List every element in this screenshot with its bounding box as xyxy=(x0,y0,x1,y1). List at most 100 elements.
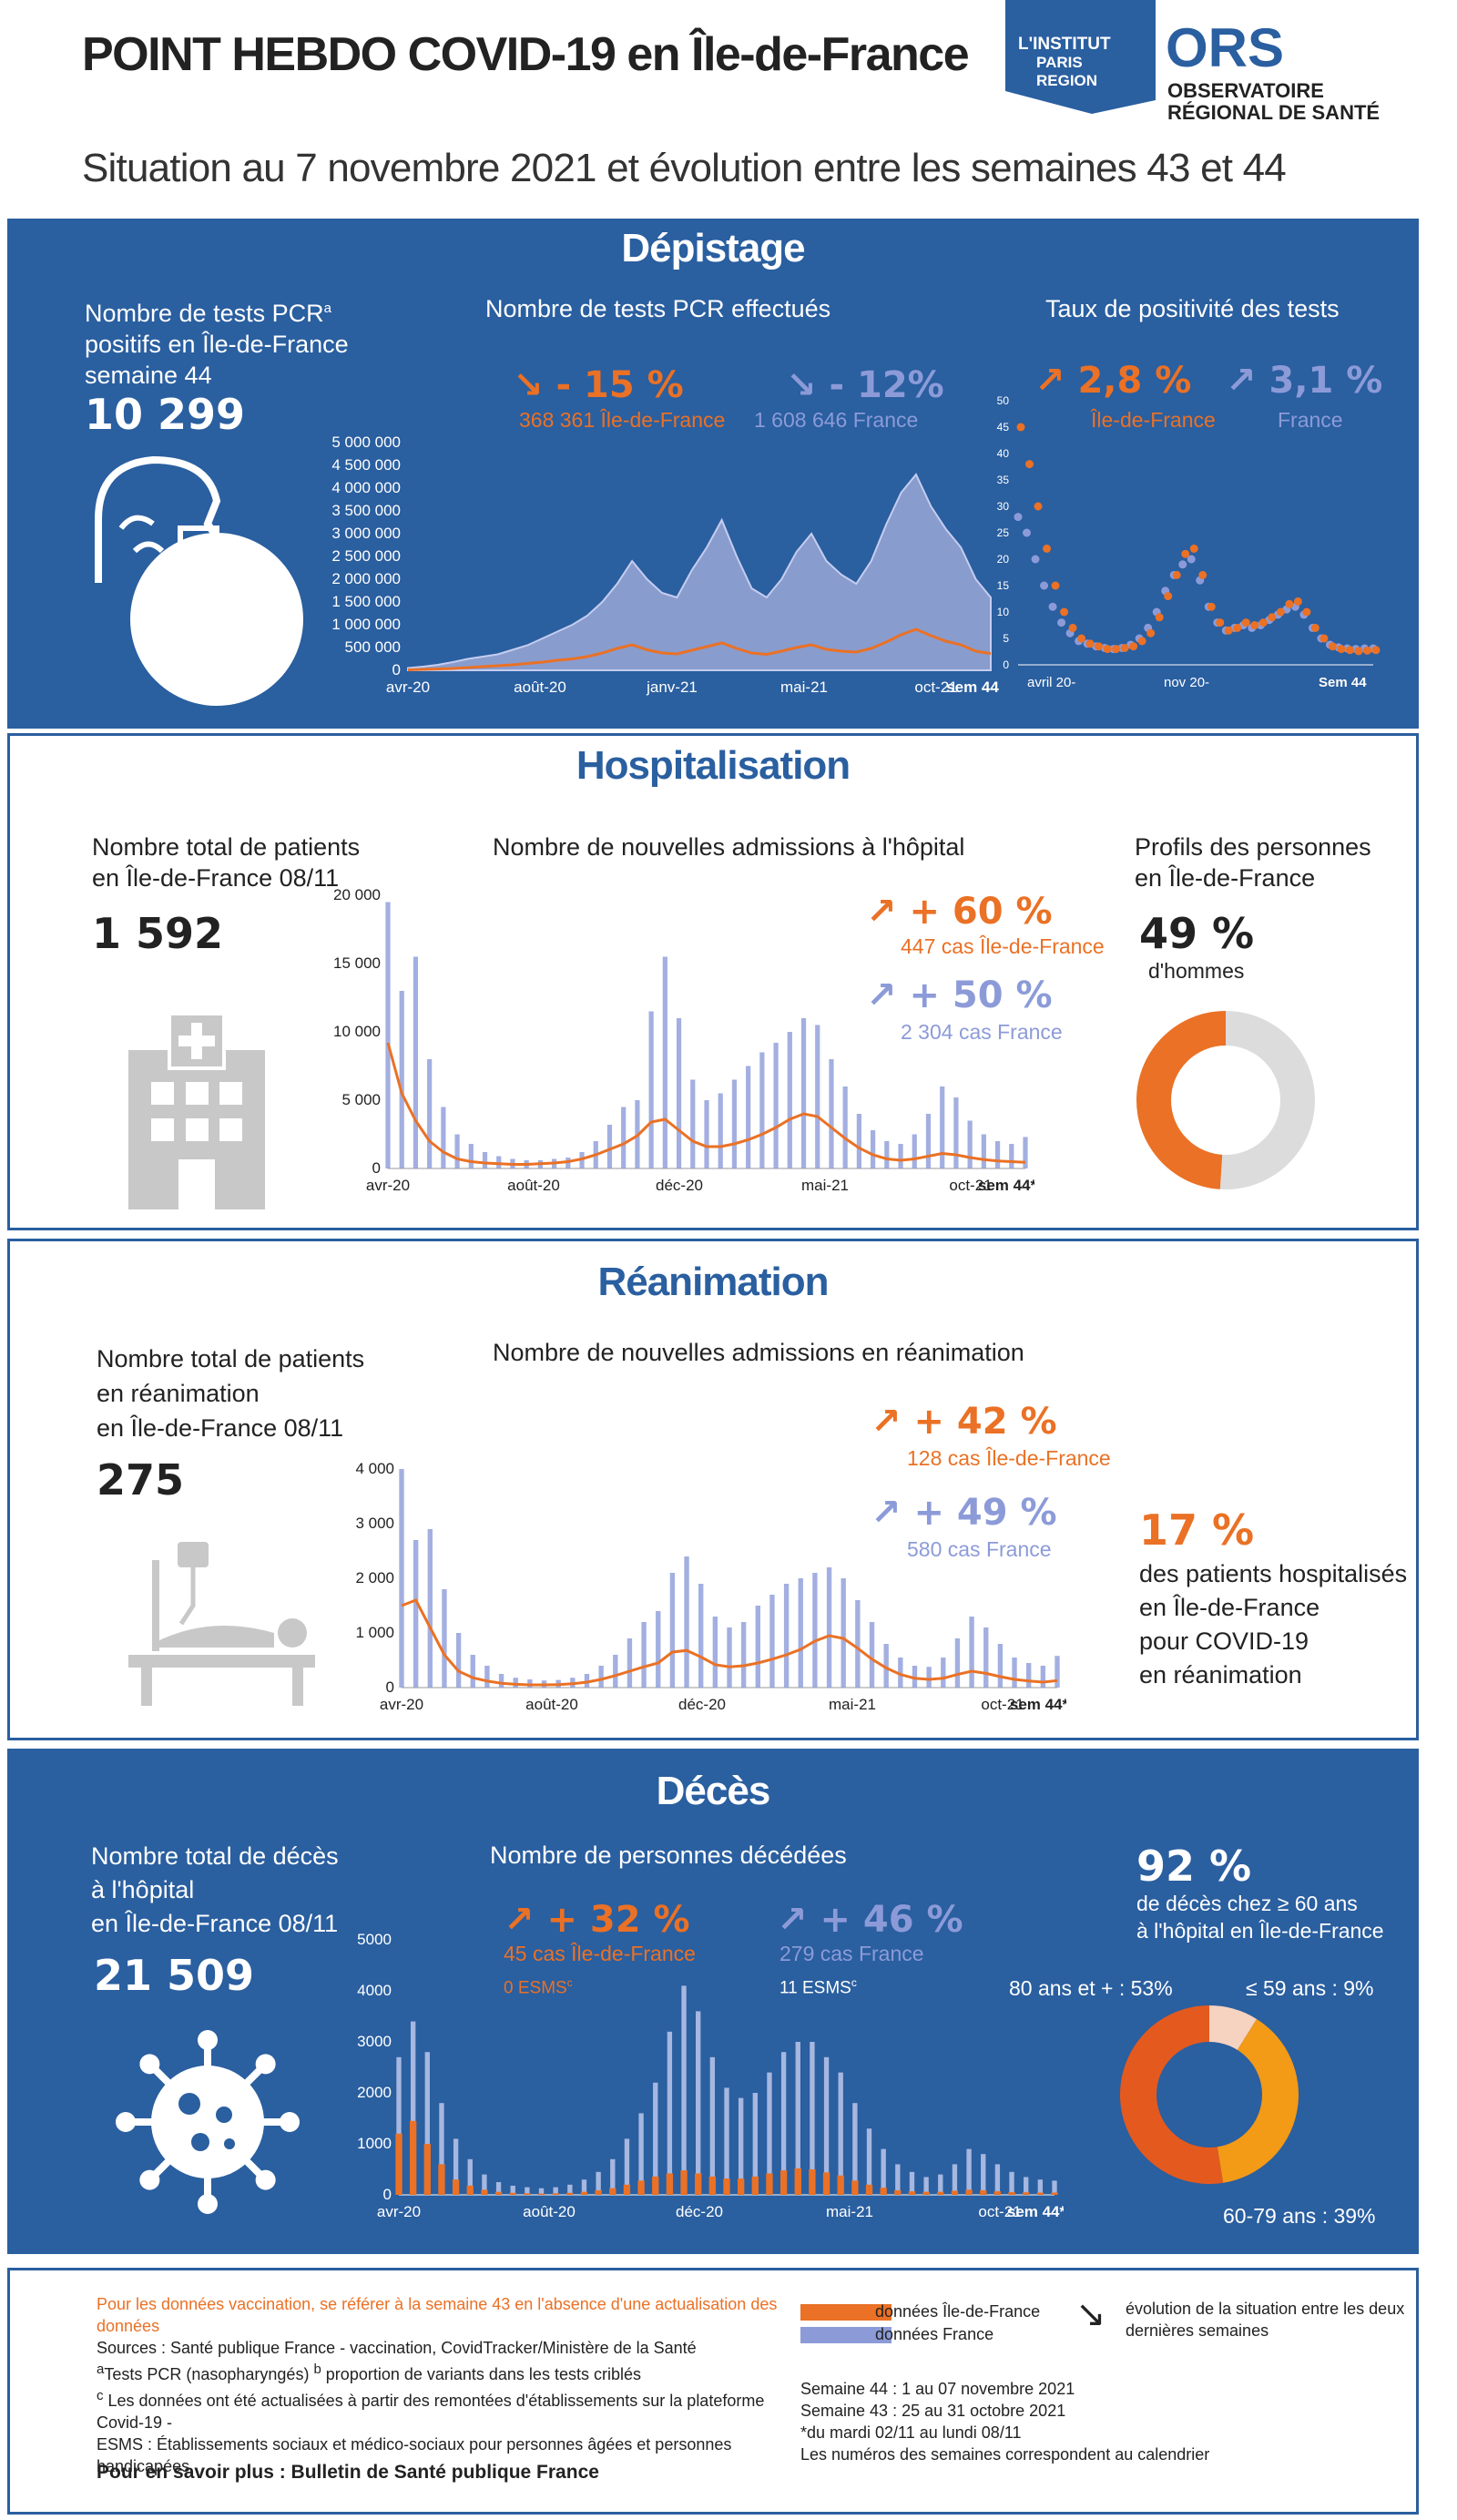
kpi-label: Nombre total de patients en réanimation … xyxy=(97,1345,365,1442)
point-france xyxy=(1031,555,1040,564)
bar-france xyxy=(468,1144,474,1168)
bar-france xyxy=(967,1120,973,1168)
section-title: Réanimation xyxy=(597,1260,829,1304)
point-idf xyxy=(1310,623,1319,632)
bar-idf xyxy=(623,2184,631,2195)
point-idf xyxy=(1085,639,1095,648)
bar-france xyxy=(773,1043,779,1168)
bar-idf xyxy=(965,2189,973,2195)
bar-france xyxy=(1023,1137,1028,1168)
bar-france xyxy=(752,2093,758,2195)
donut-hole xyxy=(1171,1046,1280,1155)
bar-france xyxy=(783,1584,790,1688)
y-tick-label: 1 000 000 xyxy=(331,616,401,633)
footer-panel: Pour les données vaccination, se référer… xyxy=(7,2268,1419,2515)
bar-france xyxy=(410,2021,416,2195)
bar-france xyxy=(399,1469,404,1688)
ors-logo-sub: OBSERVATOIRE RÉGIONAL DE SANTÉ xyxy=(1167,79,1381,124)
y-tick-label: 40 xyxy=(997,447,1010,460)
series-idf-line xyxy=(407,627,992,671)
bar-idf xyxy=(666,2173,674,2195)
arrow-up-icon: ↗ xyxy=(871,1401,902,1443)
bar-idf xyxy=(695,2173,702,2195)
bar-idf xyxy=(980,2189,987,2195)
tests-fr-pct: ↘ - 12% xyxy=(786,364,944,406)
tests-fr-sub: 1 608 646 France xyxy=(754,408,919,432)
y-tick-label: 1 500 000 xyxy=(331,593,401,610)
y-tick-label: 1000 xyxy=(357,2135,392,2152)
arrow-up-icon: ↗ xyxy=(777,1899,808,1941)
bar-france xyxy=(841,1578,846,1688)
bar-france xyxy=(829,1059,834,1168)
bar-france xyxy=(656,1611,661,1688)
point-france xyxy=(1178,560,1187,569)
bar-france xyxy=(442,1589,447,1688)
y-tick-label: 3 000 xyxy=(355,1515,394,1532)
bar-france xyxy=(669,1573,676,1688)
bar-idf xyxy=(794,2168,801,2195)
point-idf xyxy=(1216,618,1225,627)
x-tick-label: sem 44* xyxy=(1010,1696,1066,1713)
arrow-up-icon: ↘ xyxy=(513,364,544,406)
y-tick-label: 2 500 000 xyxy=(331,547,401,565)
page-title: POINT HEBDO COVID-19 en Île-de-France xyxy=(82,28,970,81)
bar-france xyxy=(1009,2171,1014,2195)
arrow-down-icon: ↘ xyxy=(786,364,817,406)
bar-france xyxy=(684,1556,689,1688)
virus-spike-tip xyxy=(280,2112,300,2132)
hosp-fr-sub: 2 304 cas France xyxy=(901,1020,1063,1044)
bar-idf xyxy=(951,2190,959,2195)
bar-idf xyxy=(809,2169,816,2195)
bar-france xyxy=(1012,1658,1017,1688)
age-text: de décès chez ≥ 60 ans à l'hôpital en Îl… xyxy=(1136,1892,1384,1943)
virus-spike-tip xyxy=(139,2169,160,2190)
bar-france xyxy=(613,1655,618,1688)
bar-france xyxy=(926,1667,932,1688)
point-idf xyxy=(1095,642,1104,651)
bar-france xyxy=(983,1627,989,1688)
tests-idf-pct: ↘ - 15 % xyxy=(513,364,684,406)
bar-france xyxy=(994,1141,1001,1168)
point-idf xyxy=(1155,613,1164,622)
y-tick-label: 4 000 xyxy=(355,1460,394,1477)
rea-idf-pct: ↗ + 42 % xyxy=(871,1401,1057,1443)
bar-idf xyxy=(880,2188,887,2195)
bar-idf xyxy=(751,2176,759,2195)
x-tick-label: sem 44* xyxy=(978,1177,1034,1194)
bar-france xyxy=(1037,2179,1044,2195)
bar-france xyxy=(826,1567,832,1688)
deces-fr-esms: 11 ESMSc xyxy=(779,1976,857,1998)
virus-spike-tip xyxy=(255,2169,276,2190)
virus-spike-tip xyxy=(116,2112,136,2132)
bar-idf xyxy=(894,2189,902,2195)
bar-idf xyxy=(779,2170,788,2195)
bar-idf xyxy=(637,2180,645,2195)
bar-france xyxy=(856,1114,861,1168)
bar-idf xyxy=(937,2191,944,2195)
tests-chart: 5 000 000 4 500 000 4 000 000 3 500 000 3 00… xyxy=(331,434,999,696)
profile-pct: 49 % xyxy=(1139,909,1255,958)
point-idf xyxy=(1077,634,1086,643)
kpi-value: 21 509 xyxy=(94,1951,255,2000)
x-tick-label: nov 20- xyxy=(1164,675,1209,690)
y-tick-label: 1 000 xyxy=(355,1624,394,1641)
gender-donut xyxy=(1135,1009,1317,1196)
bar-france xyxy=(966,2148,972,2195)
y-tick-label: 2 000 000 xyxy=(331,570,401,587)
bar-france xyxy=(596,2171,601,2195)
x-tick-label: oct-21 xyxy=(978,2203,1021,2220)
bar-france xyxy=(484,1666,490,1688)
virus-dot xyxy=(178,2093,200,2115)
bar-idf xyxy=(922,2191,930,2195)
bar-france xyxy=(731,1079,738,1168)
x-tick-label: avr-20 xyxy=(380,1696,423,1713)
point-idf xyxy=(1016,423,1025,432)
hospitalisation-panel: Hospitalisation Nombre total de patients… xyxy=(7,733,1419,1230)
bar-france xyxy=(738,2097,744,2195)
x-tick-label: oct-21 xyxy=(949,1177,992,1194)
bar-idf xyxy=(865,2184,873,2195)
bar-france xyxy=(581,2179,587,2195)
reanimation-panel: Réanimation Nombre total de patients en … xyxy=(7,1239,1419,1740)
